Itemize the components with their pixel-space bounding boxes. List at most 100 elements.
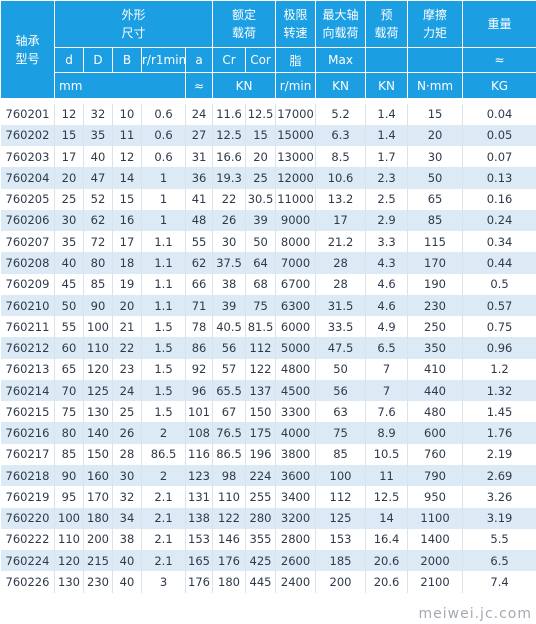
cell-d: 70	[54, 379, 84, 402]
header-spacer-cell	[0, 98, 536, 104]
cell-cr: 176	[212, 550, 247, 572]
cell-speed: 3300	[275, 401, 317, 423]
cell-cor: 112	[245, 337, 277, 359]
cell-B: 20	[112, 294, 142, 317]
cell-D: 130	[83, 401, 113, 423]
cell-a: 62	[185, 252, 214, 274]
unit-nmm: N·mm	[407, 72, 464, 99]
cell-preload: 2.3	[365, 167, 409, 189]
cell-preload: 7	[365, 379, 409, 402]
cell-a: 138	[185, 507, 214, 529]
cell-friction: 1400	[407, 528, 464, 551]
cell-friction: 440	[407, 379, 464, 402]
cell-speed: 4000	[275, 422, 317, 444]
table-row: 760209 45 85 19 1.1 66 38 68 6700 28 4.6 190 0.5	[0, 273, 536, 295]
table-body: 760201 12 32 10 0.6 24 11.6 12.5 17000 5.2 1.4 15 0.…	[0, 103, 536, 593]
cell-D: 125	[83, 379, 113, 402]
table-row: 760222 110 200 38 2.1 153 146 355 2800 153 16.4 140…	[0, 528, 536, 551]
subheader-cr: Cr	[212, 47, 247, 73]
subheader-D: D	[83, 47, 113, 73]
cell-weight: 0.16	[462, 188, 536, 210]
cell-weight: 1.32	[462, 379, 536, 402]
cell-cr: 39	[212, 294, 247, 317]
cell-weight: 0.24	[462, 209, 536, 232]
cell-a: 78	[185, 316, 214, 338]
cell-max-axial: 56	[315, 379, 367, 402]
cell-friction: 790	[407, 465, 464, 487]
cell-friction: 1100	[407, 507, 464, 529]
cell-r: 1.5	[141, 379, 186, 402]
cell-preload: 11	[365, 465, 409, 487]
header-max-axial-load: 最大轴 向载荷	[315, 0, 367, 48]
header-weight: 重量	[462, 0, 536, 48]
cell-cor: 280	[245, 507, 277, 529]
cell-weight: 1.2	[462, 358, 536, 380]
cell-cr: 67	[212, 401, 247, 423]
cell-preload: 7	[365, 358, 409, 380]
cell-max-axial: 6.3	[315, 124, 367, 147]
cell-B: 11	[112, 124, 142, 147]
cell-D: 85	[83, 273, 113, 295]
cell-cor: 137	[245, 379, 277, 402]
cell-preload: 4.9	[365, 316, 409, 338]
cell-preload: 3.3	[365, 231, 409, 253]
unit-rmin: r/min	[275, 72, 317, 99]
cell-speed: 6700	[275, 273, 317, 295]
table-row: 760207 35 72 17 1.1 55 30 50 8000 21.2 3.3 115 0.34	[0, 231, 536, 253]
cell-B: 40	[112, 550, 142, 572]
cell-friction: 350	[407, 337, 464, 359]
cell-B: 26	[112, 422, 142, 444]
bearing-spec-table: 轴承 型号 外形 尺寸 额定 载荷 极限 转速 最大轴 向载荷 预 载荷	[0, 0, 536, 593]
cell-cr: 57	[212, 358, 247, 380]
cell-cor: 15	[245, 124, 277, 147]
subheader-d: d	[54, 47, 84, 73]
cell-friction: 65	[407, 188, 464, 210]
cell-weight: 0.96	[462, 337, 536, 359]
cell-a: 116	[185, 443, 214, 466]
subheader-lube: 脂	[275, 47, 317, 73]
cell-cor: 425	[245, 550, 277, 572]
unit-kn-rated: KN	[212, 72, 277, 99]
cell-speed: 2800	[275, 528, 317, 551]
cell-preload: 10.5	[365, 443, 409, 466]
header-rated-load: 额定 载荷	[212, 0, 277, 48]
cell-a: 131	[185, 486, 214, 508]
cell-D: 170	[83, 486, 113, 508]
header-max-axial-line2: 向载荷	[322, 26, 359, 40]
cell-B: 19	[112, 273, 142, 295]
cell-preload: 20.6	[365, 550, 409, 572]
cell-weight: 1.76	[462, 422, 536, 444]
cell-cr: 40.5	[212, 316, 247, 338]
subheader-friction-blank	[407, 47, 464, 73]
cell-r: 86.5	[141, 443, 186, 466]
table-row: 760218 90 160 30 2 123 98 224 3600 100 11 790 2.69	[0, 465, 536, 487]
cell-a: 27	[185, 124, 214, 147]
cell-D: 40	[83, 146, 113, 168]
cell-d: 60	[54, 337, 84, 359]
table-row: 760224 120 215 40 2.1 165 176 425 2600 185 20.6 200…	[0, 550, 536, 572]
cell-preload: 4.6	[365, 273, 409, 295]
cell-cr: 65.5	[212, 379, 247, 402]
cell-cr: 22	[212, 188, 247, 210]
cell-preload: 14	[365, 507, 409, 529]
cell-preload: 8.9	[365, 422, 409, 444]
cell-cor: 355	[245, 528, 277, 551]
cell-max-axial: 5.2	[315, 103, 367, 125]
cell-model: 760215	[0, 401, 55, 423]
cell-r: 1.1	[141, 231, 186, 253]
cell-speed: 11000	[275, 188, 317, 210]
cell-max-axial: 125	[315, 507, 367, 529]
header-limit-speed-line2: 转速	[283, 26, 308, 40]
cell-a: 86	[185, 337, 214, 359]
cell-d: 110	[54, 528, 84, 551]
cell-a: 153	[185, 528, 214, 551]
cell-model: 760217	[0, 443, 55, 466]
cell-model: 760220	[0, 507, 55, 529]
cell-d: 15	[54, 124, 84, 147]
cell-friction: 20	[407, 124, 464, 147]
cell-max-axial: 21.2	[315, 231, 367, 253]
cell-B: 28	[112, 443, 142, 466]
cell-max-axial: 13.2	[315, 188, 367, 210]
cell-a: 123	[185, 465, 214, 487]
cell-max-axial: 8.5	[315, 146, 367, 168]
